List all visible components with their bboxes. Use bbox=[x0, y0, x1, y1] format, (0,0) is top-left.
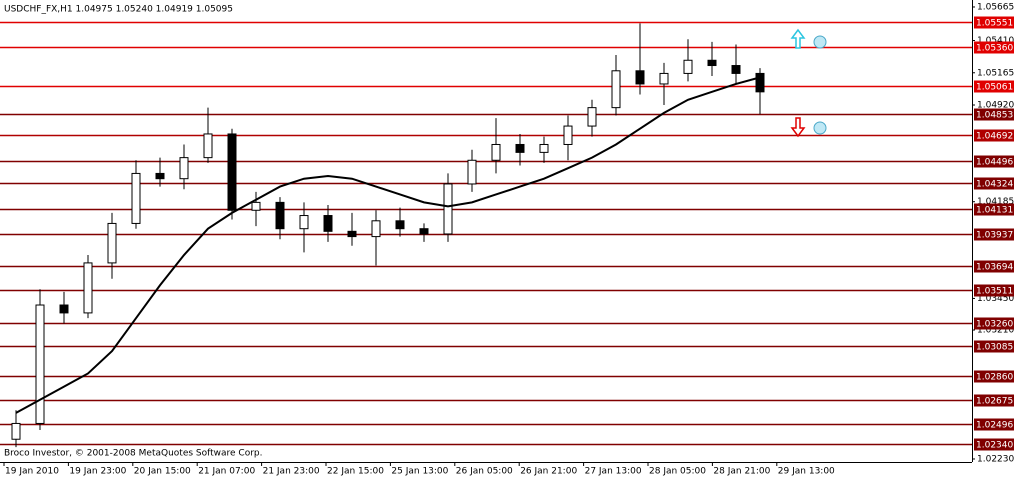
x-tick-label: 19 Jan 23:00 bbox=[69, 467, 126, 477]
candle-body bbox=[491, 143, 501, 161]
level-label: 1.04131 bbox=[976, 206, 1013, 216]
candle-body bbox=[395, 220, 405, 230]
y-tick-label: 1.04185 bbox=[977, 197, 1014, 207]
candle-body bbox=[35, 304, 45, 424]
candle-body bbox=[251, 201, 261, 211]
candle-body bbox=[275, 201, 285, 230]
level-label: 1.05360 bbox=[976, 44, 1013, 54]
candle-body bbox=[11, 422, 21, 440]
level-label: 1.03085 bbox=[976, 343, 1013, 353]
x-tick-label: 27 Jan 13:00 bbox=[585, 467, 642, 477]
y-tick-label: 1.03210 bbox=[977, 326, 1014, 336]
x-tick-label: 29 Jan 13:00 bbox=[778, 467, 835, 477]
level-label-box bbox=[974, 438, 1014, 451]
level-label: 1.03694 bbox=[976, 263, 1013, 273]
level-label-box bbox=[974, 228, 1014, 241]
candle-body bbox=[107, 222, 117, 264]
level-label: 1.05551 bbox=[976, 19, 1013, 29]
level-label-box bbox=[974, 129, 1014, 142]
candle-body bbox=[155, 172, 165, 180]
moving-average bbox=[15, 76, 761, 414]
x-tick-label: 22 Jan 15:00 bbox=[327, 467, 384, 477]
candle-body bbox=[371, 220, 381, 238]
y-tick-label: 1.02230 bbox=[977, 454, 1014, 464]
x-tick-label: 28 Jan 05:00 bbox=[649, 467, 706, 477]
level-label-box bbox=[974, 16, 1014, 29]
y-tick-label: 1.03450 bbox=[977, 294, 1014, 304]
sell-arrow bbox=[790, 117, 827, 138]
level-label-box bbox=[974, 418, 1014, 431]
x-tick-label: 21 Jan 07:00 bbox=[198, 467, 255, 477]
candle-body bbox=[203, 133, 213, 159]
level-label: 1.04496 bbox=[976, 158, 1013, 168]
candle-body bbox=[347, 230, 357, 238]
level-label: 1.04692 bbox=[976, 132, 1013, 142]
level-label-box bbox=[974, 394, 1014, 407]
y-tick-label: 1.05665 bbox=[977, 2, 1014, 12]
level-label: 1.04853 bbox=[976, 111, 1013, 121]
level-label: 1.05061 bbox=[976, 83, 1013, 93]
level-label-box bbox=[974, 177, 1014, 190]
x-tick-label: 25 Jan 13:00 bbox=[391, 467, 448, 477]
level-label-box bbox=[974, 284, 1014, 297]
x-tick-label: 21 Jan 23:00 bbox=[263, 467, 320, 477]
candle-body bbox=[131, 172, 141, 224]
candle-body bbox=[539, 143, 549, 153]
level-label: 1.03937 bbox=[976, 231, 1013, 241]
level-label-box bbox=[974, 370, 1014, 383]
x-tick-label: 20 Jan 15:00 bbox=[134, 467, 191, 477]
candle-body bbox=[731, 65, 741, 74]
level-label-box bbox=[974, 260, 1014, 273]
level-label: 1.02496 bbox=[976, 421, 1013, 431]
candle-body bbox=[443, 183, 453, 235]
chart-title: USDCHF_FX,H1 1.04975 1.05240 1.04919 1.0… bbox=[4, 5, 233, 15]
level-label: 1.04324 bbox=[976, 180, 1013, 190]
level-label-box bbox=[974, 80, 1014, 93]
candle-body bbox=[467, 159, 477, 185]
candle-body bbox=[635, 70, 645, 85]
x-tick-label: 28 Jan 21:00 bbox=[713, 467, 770, 477]
candle-body bbox=[323, 215, 333, 232]
level-label-box bbox=[974, 340, 1014, 353]
y-tick-label: 1.05410 bbox=[977, 36, 1014, 46]
candle-body bbox=[683, 59, 693, 74]
candle-body bbox=[59, 304, 69, 314]
level-label-box bbox=[974, 155, 1014, 168]
candle-body bbox=[659, 72, 669, 85]
x-tick-label: 26 Jan 05:00 bbox=[456, 467, 513, 477]
candle-body bbox=[515, 143, 525, 153]
candle-body bbox=[299, 215, 309, 230]
level-label: 1.03260 bbox=[976, 320, 1013, 330]
level-label: 1.02675 bbox=[976, 397, 1013, 407]
y-tick-label: 1.04920 bbox=[977, 101, 1014, 111]
level-label-box bbox=[974, 203, 1014, 216]
candle-body bbox=[179, 157, 189, 180]
level-label: 1.02340 bbox=[976, 441, 1013, 451]
candle-body bbox=[563, 125, 573, 145]
level-label: 1.03511 bbox=[976, 287, 1013, 297]
candle-body bbox=[755, 72, 765, 93]
level-label-box bbox=[974, 108, 1014, 121]
candle-body bbox=[587, 107, 597, 127]
level-label-box bbox=[974, 41, 1014, 54]
candle-body bbox=[227, 133, 237, 211]
level-label-box bbox=[974, 317, 1014, 330]
y-tick-label: 1.05165 bbox=[977, 68, 1014, 78]
footer: Broco Investor, © 2001-2008 MetaQuotes S… bbox=[4, 449, 263, 459]
x-tick-label: 26 Jan 21:00 bbox=[520, 467, 577, 477]
candle-body bbox=[83, 262, 93, 314]
candle-body bbox=[707, 59, 717, 67]
candle-body bbox=[611, 70, 621, 109]
x-tick-label: 19 Jan 2010 bbox=[5, 467, 59, 477]
plot bbox=[0, 21, 972, 448]
candle-body bbox=[419, 228, 429, 235]
buy-arrow bbox=[790, 28, 827, 49]
level-label: 1.02860 bbox=[976, 373, 1013, 383]
